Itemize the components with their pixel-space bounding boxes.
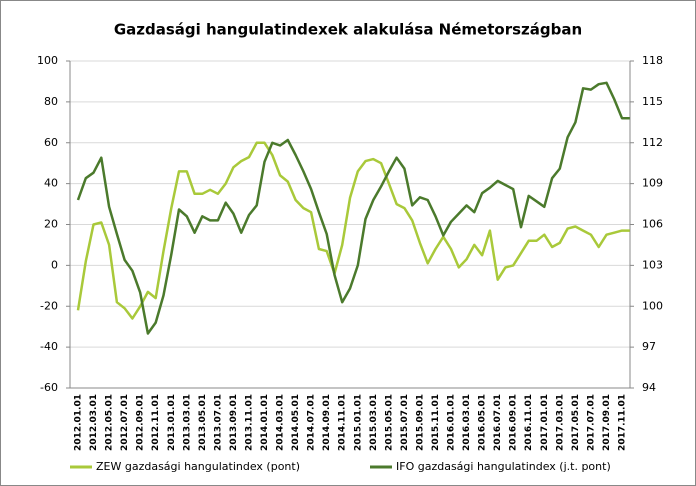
y-tick-label: 100 [37, 54, 58, 67]
y2-tick-label: 112 [642, 136, 663, 149]
y2-tick-label: 106 [642, 218, 663, 231]
x-tick-label: 2015.01.01 [353, 394, 363, 451]
x-tick-label: 2017.11.01 [618, 394, 628, 451]
y-tick-label: -40 [40, 340, 58, 353]
x-tick-label: 2013.11.01 [244, 394, 254, 451]
y-tick-label: 80 [44, 95, 58, 108]
x-tick-label: 2017.03.01 [555, 394, 565, 451]
x-tick-label: 2016.09.01 [509, 394, 519, 451]
x-tick-label: 2013.07.01 [213, 394, 223, 451]
y2-tick-label: 118 [642, 54, 663, 67]
x-tick-label: 2012.07.01 [120, 394, 130, 451]
x-tick-label: 2015.11.01 [431, 394, 441, 451]
legend-label: IFO gazdasági hangulatindex (j.t. pont) [396, 460, 611, 473]
x-tick-label: 2017.09.01 [602, 394, 612, 451]
x-tick-label: 2016.05.01 [478, 394, 488, 451]
x-tick-label: 2014.01.01 [260, 394, 270, 451]
x-tick-label: 2012.03.01 [89, 394, 99, 451]
y2-tick-label: 100 [642, 299, 663, 312]
x-tick-label: 2014.03.01 [276, 394, 286, 451]
x-tick-label: 2017.01.01 [540, 394, 550, 451]
x-tick-label: 2015.05.01 [384, 394, 394, 451]
x-tick-label: 2016.07.01 [493, 394, 503, 451]
x-tick-label: 2017.05.01 [571, 394, 581, 451]
y-tick-label: 0 [51, 258, 58, 271]
x-tick-label: 2012.01.01 [74, 394, 84, 451]
x-tick-label: 2012.11.01 [151, 394, 161, 451]
x-tick-label: 2016.03.01 [462, 394, 472, 451]
y2-tick-label: 103 [642, 258, 663, 271]
x-tick-label: 2012.09.01 [136, 394, 146, 451]
x-tick-label: 2013.05.01 [198, 394, 208, 451]
x-tick-label: 2016.11.01 [524, 394, 534, 451]
x-tick-label: 2016.01.01 [447, 394, 457, 451]
y-tick-label: 40 [44, 177, 58, 190]
x-tick-label: 2013.09.01 [229, 394, 239, 451]
chart-title: Gazdasági hangulatindexek alakulása Néme… [114, 21, 582, 39]
y-tick-label: 60 [44, 136, 58, 149]
x-tick-label: 2015.03.01 [369, 394, 379, 451]
x-tick-label: 2013.01.01 [167, 394, 177, 451]
x-tick-label: 2014.07.01 [307, 394, 317, 451]
y2-tick-label: 109 [642, 177, 663, 190]
y2-tick-label: 115 [642, 95, 663, 108]
x-tick-label: 2015.07.01 [400, 394, 410, 451]
x-tick-label: 2014.05.01 [291, 394, 301, 451]
x-tick-label: 2013.03.01 [182, 394, 192, 451]
y-tick-label: -20 [40, 299, 58, 312]
legend-label: ZEW gazdasági hangulatindex (pont) [96, 460, 300, 473]
x-tick-label: 2014.11.01 [338, 394, 348, 451]
y-tick-label: -60 [40, 381, 58, 394]
x-tick-label: 2015.09.01 [415, 394, 425, 451]
series-line [76, 81, 630, 335]
y2-tick-label: 94 [642, 381, 656, 394]
x-tick-label: 2017.07.01 [586, 394, 596, 451]
y2-tick-label: 97 [642, 340, 656, 353]
series-line [76, 141, 630, 320]
y-tick-label: 20 [44, 218, 58, 231]
x-tick-label: 2014.09.01 [322, 394, 332, 451]
x-tick-label: 2012.05.01 [105, 394, 115, 451]
